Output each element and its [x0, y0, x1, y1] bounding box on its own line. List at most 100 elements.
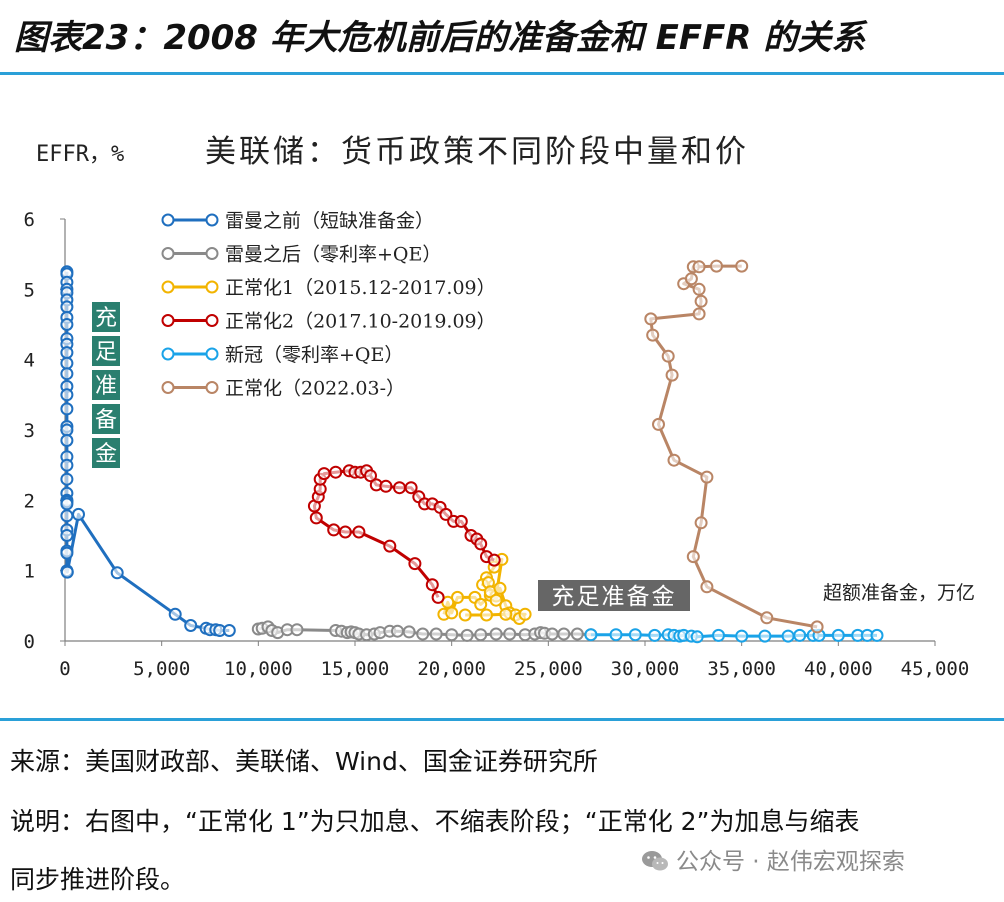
legend-item-6: 正常化（2022.03-）	[161, 378, 405, 400]
y-tick-label: 5	[24, 279, 35, 301]
data-point	[431, 590, 445, 604]
data-point	[557, 627, 571, 641]
x-tick-label: 45,000	[901, 658, 970, 680]
data-point	[393, 481, 406, 495]
legend-marker	[161, 247, 175, 260]
x-tick-label: 5,000	[133, 658, 190, 680]
data-point	[327, 523, 341, 537]
series-2	[251, 620, 598, 642]
data-point	[760, 611, 774, 625]
data-point	[570, 627, 584, 641]
data-point	[439, 507, 453, 521]
series-line	[65, 271, 230, 632]
data-point	[831, 628, 845, 642]
legend-marker	[161, 314, 175, 327]
series-3	[437, 552, 532, 625]
data-point	[652, 417, 665, 431]
data-point	[402, 625, 416, 639]
series-4	[307, 464, 501, 604]
annotation-box	[92, 404, 120, 434]
legend-label: 雷曼之前（短缺准备金）	[225, 210, 434, 232]
data-point	[661, 349, 675, 363]
data-point	[379, 479, 393, 493]
data-point	[700, 470, 714, 484]
legend-item-3: 正常化1（2015.12-2017.09）	[161, 277, 496, 299]
data-point	[667, 453, 681, 467]
data-point	[222, 624, 236, 637]
data-point	[60, 458, 74, 472]
data-point	[60, 565, 74, 579]
annotation-box	[92, 438, 120, 468]
data-point	[686, 550, 700, 564]
x-tick-label: 35,000	[707, 658, 776, 680]
data-point	[451, 590, 464, 604]
annotation-char: 足	[95, 340, 117, 365]
note-line-1: 说明：右图中，“正常化 1”为只加息、不缩表阶段；“正常化 2”为加息与缩表	[10, 807, 860, 836]
data-point	[735, 259, 749, 273]
legend-marker	[161, 280, 175, 294]
legend-label: 雷曼之后（零利率+QE）	[225, 244, 441, 266]
data-point	[60, 356, 74, 370]
y-tick-label: 1	[24, 561, 35, 583]
data-point	[735, 629, 749, 643]
chart-title: 美联储：货币政策不同阶段中量和价	[205, 134, 749, 170]
data-point	[60, 318, 74, 331]
legend-marker	[205, 247, 219, 260]
data-point	[454, 514, 468, 528]
x-tick-label: 40,000	[804, 658, 873, 680]
data-point	[781, 629, 795, 643]
data-point	[684, 272, 698, 286]
data-point	[493, 581, 507, 595]
legend-marker	[161, 213, 175, 227]
data-point	[60, 300, 74, 314]
legend-marker	[161, 347, 175, 361]
data-point	[609, 628, 623, 642]
data-point	[338, 525, 352, 539]
footer-rule	[0, 718, 1004, 721]
data-point	[487, 553, 501, 567]
data-point	[694, 294, 708, 308]
y-tick-label: 3	[24, 420, 35, 442]
data-point	[503, 627, 517, 641]
legend-label: 新冠（零利率+QE）	[225, 344, 403, 366]
series-6	[644, 259, 824, 634]
data-point	[646, 328, 660, 342]
x-axis-label: 超额准备金，万亿	[823, 582, 975, 604]
data-point	[329, 465, 343, 479]
legend-marker	[205, 280, 219, 294]
y-tick-label: 4	[24, 350, 35, 372]
data-point	[425, 578, 439, 592]
data-point	[690, 630, 704, 644]
legend-label: 正常化（2022.03-）	[225, 378, 405, 400]
watermark: 公众号 · 赵伟宏观探索	[640, 842, 905, 876]
data-point	[60, 509, 74, 523]
data-point	[309, 511, 323, 525]
legend-item-1: 雷曼之前（短缺准备金）	[161, 210, 434, 232]
data-point	[445, 628, 459, 642]
data-point	[110, 566, 124, 580]
legend-marker	[205, 347, 219, 361]
axes: 0 5,000 10,000 15,000 20,000 25,000 30,000 35,0…	[24, 209, 975, 680]
data-point	[429, 627, 443, 641]
series-line	[649, 264, 818, 629]
data-point	[184, 619, 198, 632]
annotation-char: 备	[95, 408, 117, 433]
data-point	[694, 516, 708, 530]
data-point	[700, 580, 714, 594]
y-tick-label: 0	[24, 631, 35, 653]
data-point	[60, 472, 74, 486]
annotation-box	[92, 336, 120, 366]
legend-label: 正常化1（2015.12-2017.09）	[225, 277, 496, 299]
y-axis-label: EFFR，%	[36, 142, 124, 167]
data-point	[168, 607, 182, 621]
legend-marker	[205, 213, 219, 227]
data-point	[584, 628, 598, 642]
data-point	[60, 434, 74, 447]
data-point	[474, 537, 488, 551]
data-point	[404, 481, 418, 495]
data-point	[458, 608, 472, 622]
x-tick-label: 20,000	[417, 658, 486, 680]
legend-marker	[205, 381, 219, 394]
data-point	[460, 628, 474, 642]
data-point	[810, 620, 824, 634]
